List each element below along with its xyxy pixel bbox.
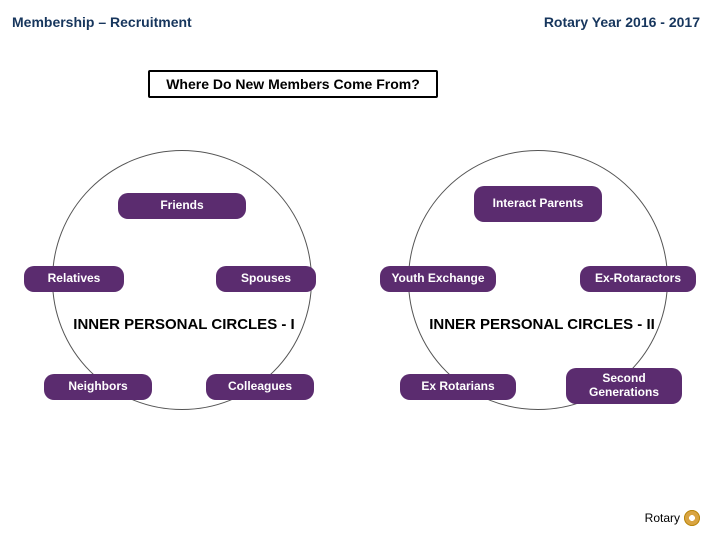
header-right: Rotary Year 2016 - 2017	[544, 14, 700, 30]
gear-icon	[684, 510, 700, 526]
rotary-logo: Rotary	[645, 510, 700, 526]
pill-ex-rotaractors: Ex-Rotaractors	[580, 266, 696, 292]
pill-second-generations: Second Generations	[566, 368, 682, 404]
rotary-logo-text: Rotary	[645, 511, 680, 525]
pill-friends: Friends	[118, 193, 246, 219]
pill-ex-rotarians: Ex Rotarians	[400, 374, 516, 400]
slide: Membership – Recruitment Rotary Year 201…	[0, 0, 720, 540]
slide-title: Where Do New Members Come From?	[148, 70, 438, 98]
group-label-right: INNER PERSONAL CIRCLES - II	[398, 316, 686, 333]
pill-youth-exchange: Youth Exchange	[380, 266, 496, 292]
header-left: Membership – Recruitment	[12, 14, 192, 30]
pill-relatives: Relatives	[24, 266, 124, 292]
pill-neighbors: Neighbors	[44, 374, 152, 400]
pill-spouses: Spouses	[216, 266, 316, 292]
group-label-left: INNER PERSONAL CIRCLES - I	[44, 316, 324, 333]
pill-colleagues: Colleagues	[206, 374, 314, 400]
pill-interact-parents: Interact Parents	[474, 186, 602, 222]
